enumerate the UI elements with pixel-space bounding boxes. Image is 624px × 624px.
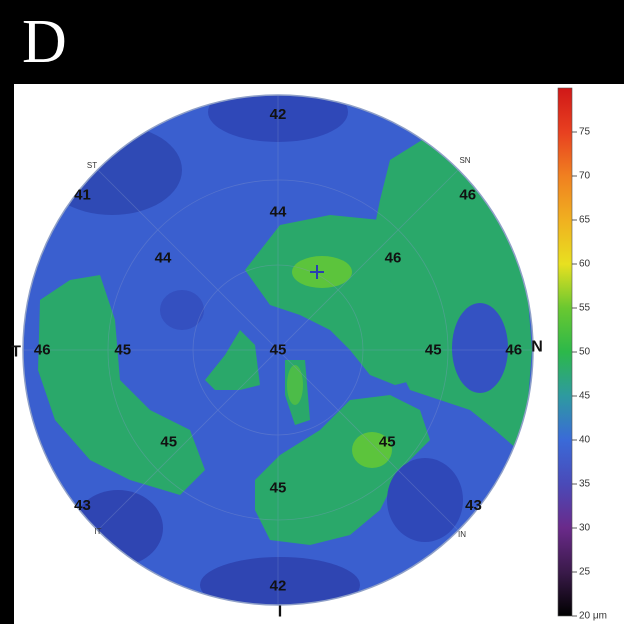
thickness-value: 46 xyxy=(505,342,522,359)
color-scale-tick-label: 20 μm xyxy=(579,611,607,622)
color-scale-tick-label: 30 xyxy=(579,523,591,534)
header-band xyxy=(0,0,624,84)
thickness-values: 42 41 46 44 44 46 46 45 45 45 46 45 45 45 43 43 42 xyxy=(34,106,522,595)
color-scale-tick-label: 50 xyxy=(579,347,591,358)
color-scale-tick-label: 60 xyxy=(579,259,591,270)
color-scale-tick-label: 75 xyxy=(579,127,591,138)
inferior-label: I xyxy=(278,604,282,621)
color-scale: 75 70 65 60 55 50 45 40 35 30 25 20 μm xyxy=(557,87,607,622)
thickness-value: 44 xyxy=(155,250,172,267)
thickness-value: 43 xyxy=(74,497,91,514)
color-scale-tick-label: 65 xyxy=(579,215,591,226)
temporal-label: T xyxy=(11,344,21,361)
thickness-value: 46 xyxy=(34,342,51,359)
fovea-marker xyxy=(310,265,324,279)
color-scale-tick-label: 40 xyxy=(579,435,591,446)
thickness-value: 46 xyxy=(459,186,476,203)
thickness-value: 42 xyxy=(270,577,287,594)
thickness-value: 41 xyxy=(74,186,91,203)
color-scale-tick-label: 55 xyxy=(579,303,591,314)
color-scale-tick-label: 35 xyxy=(579,479,591,490)
thickness-value: 45 xyxy=(379,434,396,451)
thickness-value: 43 xyxy=(465,497,482,514)
quadrant-label: IN xyxy=(458,530,466,539)
disc-outline xyxy=(22,94,534,606)
thickness-value: 45 xyxy=(160,434,177,451)
quadrant-label: ST xyxy=(87,161,97,170)
thickness-value: 45 xyxy=(270,480,287,497)
thickness-value: 45 xyxy=(114,342,131,359)
nasal-label: N xyxy=(531,339,543,356)
color-scale-tick-label: 25 xyxy=(579,567,591,578)
panel-label: D xyxy=(22,8,67,76)
color-scale-bar xyxy=(557,87,573,617)
quadrant-label: IT xyxy=(94,527,101,536)
quadrant-label: SN xyxy=(459,156,470,165)
color-scale-tick-label: 70 xyxy=(579,171,591,182)
thickness-value: 45 xyxy=(425,342,442,359)
color-scale-tick-label: 45 xyxy=(579,391,591,402)
thickness-value: 45 xyxy=(270,342,287,359)
thickness-value: 44 xyxy=(270,204,287,221)
thickness-value: 46 xyxy=(385,250,402,267)
thickness-value: 42 xyxy=(270,106,287,123)
